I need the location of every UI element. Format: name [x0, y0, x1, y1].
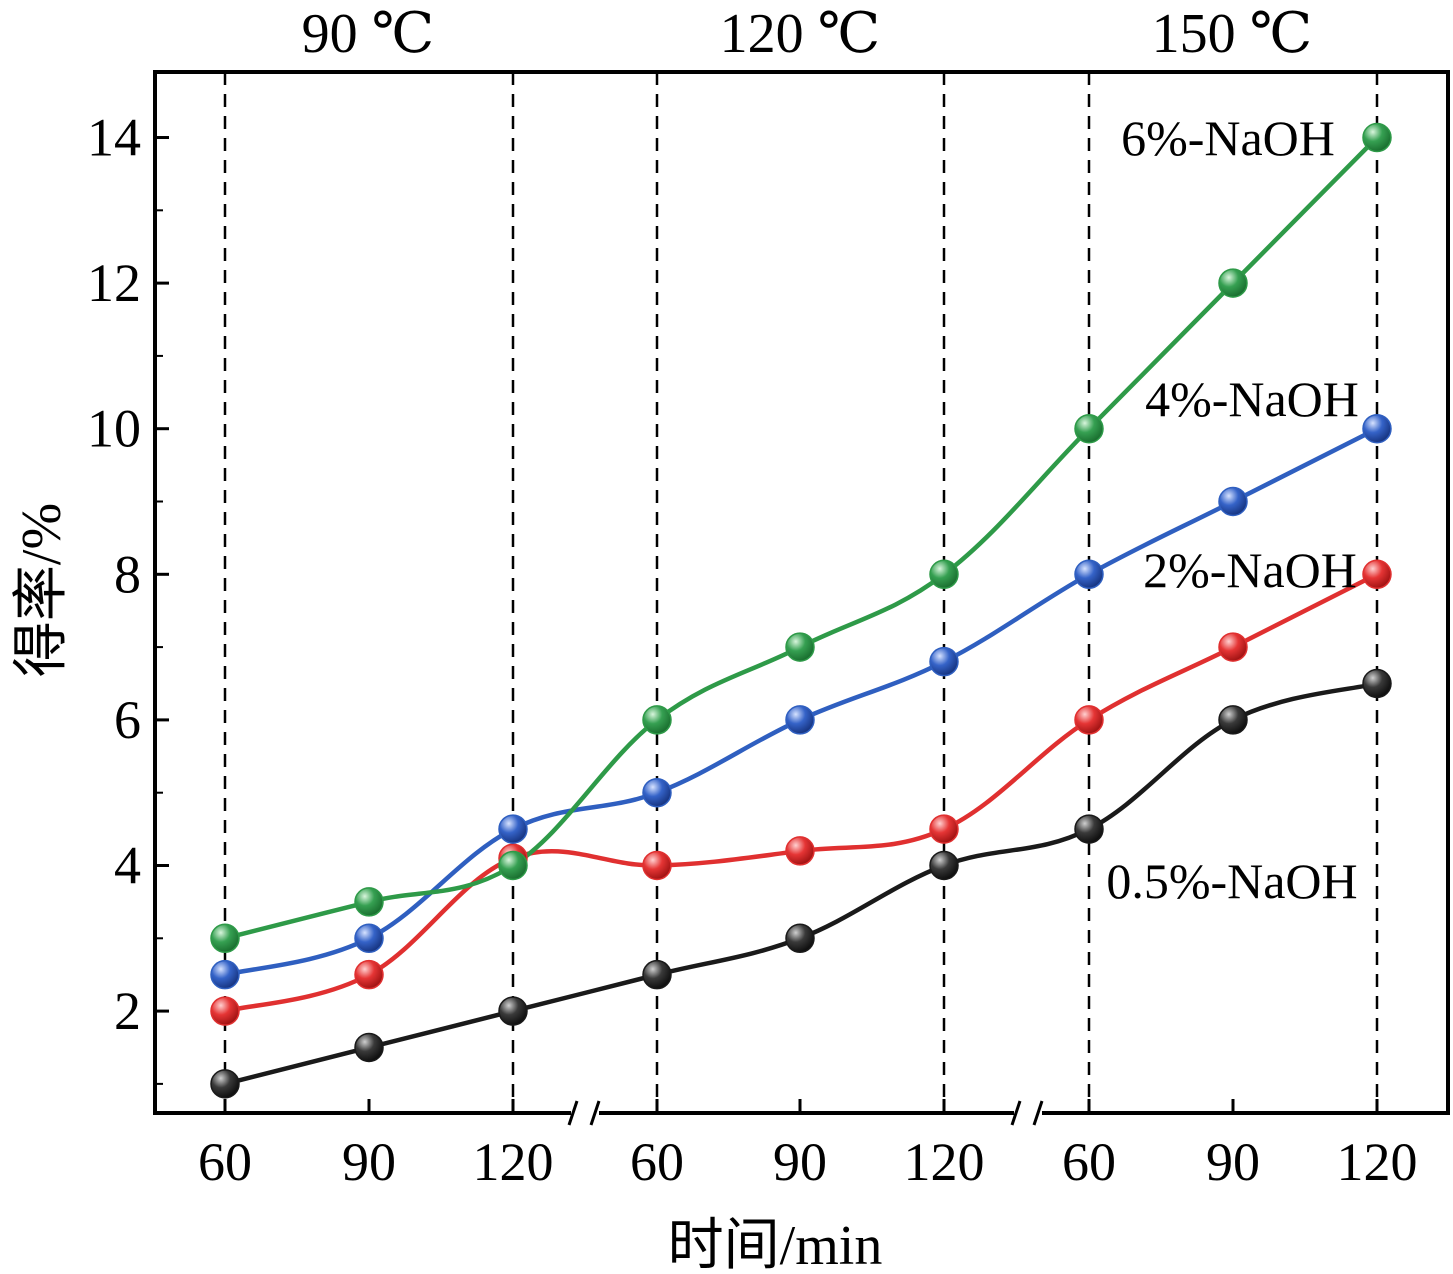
x-tick-label: 60 — [198, 1132, 252, 1192]
x-tick-label: 120 — [473, 1132, 554, 1192]
data-point — [1362, 668, 1392, 699]
temperature-group-label: 90 ℃ — [302, 3, 435, 65]
data-point — [929, 850, 959, 881]
axis-breaks — [567, 1100, 1044, 1126]
data-point — [210, 996, 240, 1026]
data-point — [785, 923, 815, 954]
x-tick-label: 60 — [630, 1132, 684, 1192]
x-tick-label: 90 — [1206, 1132, 1260, 1192]
temperature-group-label: 120 ℃ — [720, 3, 881, 65]
data-point — [210, 923, 240, 954]
series-label: 6%-NaOH — [1121, 110, 1335, 166]
data-point — [1074, 559, 1104, 590]
data-point — [1218, 268, 1248, 298]
temperature-group-labels: 90 ℃ 120 ℃ 150 ℃ — [302, 3, 1313, 65]
x-tick-label: 120 — [904, 1132, 985, 1192]
axis-break-mark — [589, 1100, 601, 1126]
data-point — [642, 777, 672, 808]
y-tick-label: 6 — [114, 690, 141, 750]
series-points — [210, 122, 1392, 1099]
data-point — [210, 1069, 240, 1099]
data-point — [929, 814, 959, 844]
series-labels: 0.5%-NaOH 2%-NaOH 4%-NaOH 6%-NaOH — [1106, 110, 1359, 909]
data-point — [210, 959, 240, 990]
data-point — [929, 646, 959, 677]
axis-break-mark — [567, 1100, 579, 1126]
x-axis-ticks: 60 90 120 60 90 120 60 90 120 — [198, 1099, 1418, 1192]
axis-break-gap — [571, 1105, 599, 1121]
data-point — [929, 559, 959, 590]
y-axis-title: 得率/% — [11, 503, 73, 677]
axis-break-gap — [1014, 1105, 1042, 1121]
x-axis-title: 时间/min — [668, 1215, 883, 1274]
data-point — [1362, 122, 1392, 153]
data-point — [785, 705, 815, 735]
data-point — [1218, 486, 1248, 517]
data-point — [1218, 632, 1248, 662]
data-point — [1074, 705, 1104, 735]
x-tick-label: 60 — [1062, 1132, 1116, 1192]
data-point — [498, 850, 528, 881]
data-point — [642, 959, 672, 990]
data-point — [642, 850, 672, 881]
x-tick-label: 90 — [342, 1132, 396, 1192]
data-point — [354, 959, 384, 990]
data-point — [1362, 559, 1392, 590]
y-tick-label: 4 — [114, 835, 141, 895]
x-tick-label: 120 — [1337, 1132, 1418, 1192]
data-point — [785, 632, 815, 662]
y-tick-label: 14 — [87, 108, 141, 168]
y-tick-label: 2 — [114, 981, 141, 1041]
series-label: 0.5%-NaOH — [1106, 853, 1357, 909]
data-point — [642, 705, 672, 735]
data-point — [1362, 413, 1392, 444]
temperature-group-label: 150 ℃ — [1152, 3, 1313, 65]
y-tick-label: 8 — [114, 544, 141, 604]
series-label: 4%-NaOH — [1145, 371, 1359, 427]
series-label: 2%-NaOH — [1143, 542, 1357, 598]
data-point — [1074, 413, 1104, 444]
data-point — [354, 887, 384, 917]
data-point — [498, 814, 528, 844]
data-point — [498, 996, 528, 1026]
y-tick-label: 10 — [87, 399, 141, 459]
data-point — [785, 836, 815, 866]
x-tick-label: 90 — [773, 1132, 827, 1192]
data-point — [354, 923, 384, 954]
data-point — [1074, 814, 1104, 844]
axis-break-mark — [1010, 1100, 1022, 1126]
series-line — [224, 135, 1379, 941]
y-axis-ticks: 2 4 6 8 10 12 14 — [87, 108, 169, 1085]
y-tick-label: 12 — [87, 253, 141, 313]
data-point — [1218, 705, 1248, 735]
axis-break-mark — [1032, 1100, 1044, 1126]
data-point — [354, 1032, 384, 1063]
